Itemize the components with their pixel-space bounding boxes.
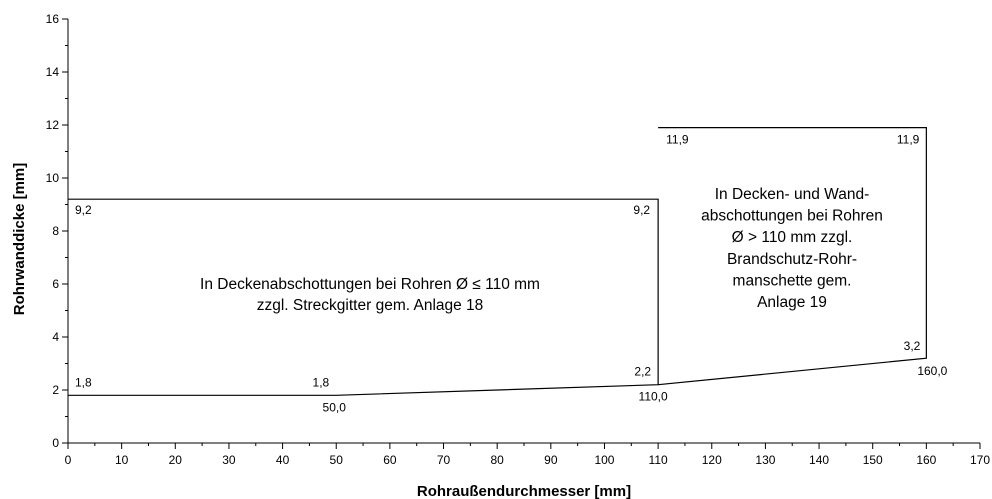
region-boundary bbox=[658, 127, 927, 386]
y-tick-label: 16 bbox=[46, 12, 60, 26]
point-label: 110,0 bbox=[639, 390, 668, 404]
x-tick-label: 20 bbox=[169, 453, 183, 467]
point-label: 160,0 bbox=[917, 364, 947, 378]
point-label: 9,2 bbox=[633, 203, 650, 217]
x-tick-label: 130 bbox=[755, 453, 775, 467]
point-label: 50,0 bbox=[323, 400, 347, 414]
regions: In Deckenabschottungen bei Rohren Ø ≤ 11… bbox=[68, 127, 927, 396]
x-tick-label: 110 bbox=[649, 453, 668, 467]
y-tick-label: 6 bbox=[52, 277, 59, 291]
point-label: 11,9 bbox=[897, 133, 920, 147]
region-label-line: abschottungen bei Rohren bbox=[701, 208, 883, 225]
x-tick-label: 70 bbox=[437, 453, 451, 467]
y-axis: 0 2 4 6 8 10 12 14 16 bbox=[46, 12, 69, 450]
x-tick-label: 140 bbox=[809, 453, 829, 467]
x-tick-label: 150 bbox=[863, 453, 883, 467]
y-tick-label: 12 bbox=[46, 118, 60, 132]
region-label-line: Anlage 19 bbox=[757, 294, 827, 311]
region-label-line: Ø > 110 mm zzgl. bbox=[732, 229, 853, 246]
x-axis: 0 10 20 30 40 50 60 70 80 90 100 110 120 130 140 150 160… bbox=[65, 442, 990, 467]
y-tick-label: 0 bbox=[52, 436, 59, 450]
point-label: 11,9 bbox=[666, 133, 689, 147]
point-labels: 9,2 9,2 11,9 11,9 1,8 1,8 50,0 2,2 110,0 3,2 160,0 bbox=[75, 133, 948, 415]
region-label-line: In Decken- und Wand- bbox=[715, 186, 870, 203]
point-label: 2,2 bbox=[634, 365, 651, 379]
region-label-line: zzgl. Streckgitter gem. Anlage 18 bbox=[257, 297, 484, 314]
x-tick-label: 50 bbox=[330, 453, 344, 467]
y-tick-label: 8 bbox=[52, 224, 59, 238]
x-tick-label: 170 bbox=[970, 453, 990, 467]
x-tick-label: 90 bbox=[544, 453, 558, 467]
point-label: 1,8 bbox=[75, 375, 92, 389]
point-label: 9,2 bbox=[75, 203, 92, 217]
y-tick-label: 14 bbox=[46, 65, 60, 79]
y-axis-title: Rohrwanddicke [mm] bbox=[11, 163, 28, 316]
y-tick-label: 10 bbox=[46, 171, 60, 185]
x-tick-label: 80 bbox=[490, 453, 504, 467]
y-tick-label: 2 bbox=[52, 383, 59, 397]
region-label-line: In Deckenabschottungen bei Rohren Ø ≤ 11… bbox=[200, 276, 540, 293]
x-tick-label: 60 bbox=[383, 453, 397, 467]
x-tick-label: 30 bbox=[222, 453, 236, 467]
x-tick-label: 100 bbox=[594, 453, 614, 467]
x-tick-label: 0 bbox=[65, 453, 72, 467]
x-axis-title: Rohraußendurchmesser [mm] bbox=[417, 483, 631, 499]
region-label-line: Brandschutz-Rohr- bbox=[727, 251, 857, 268]
point-label: 1,8 bbox=[313, 375, 330, 389]
x-tick-label: 120 bbox=[702, 453, 722, 467]
region-label-line: manschette gem. bbox=[733, 272, 852, 289]
y-tick-label: 4 bbox=[52, 330, 59, 344]
x-tick-label: 160 bbox=[916, 453, 936, 467]
point-label: 3,2 bbox=[904, 339, 921, 353]
x-tick-label: 40 bbox=[276, 453, 290, 467]
x-tick-label: 10 bbox=[115, 453, 129, 467]
